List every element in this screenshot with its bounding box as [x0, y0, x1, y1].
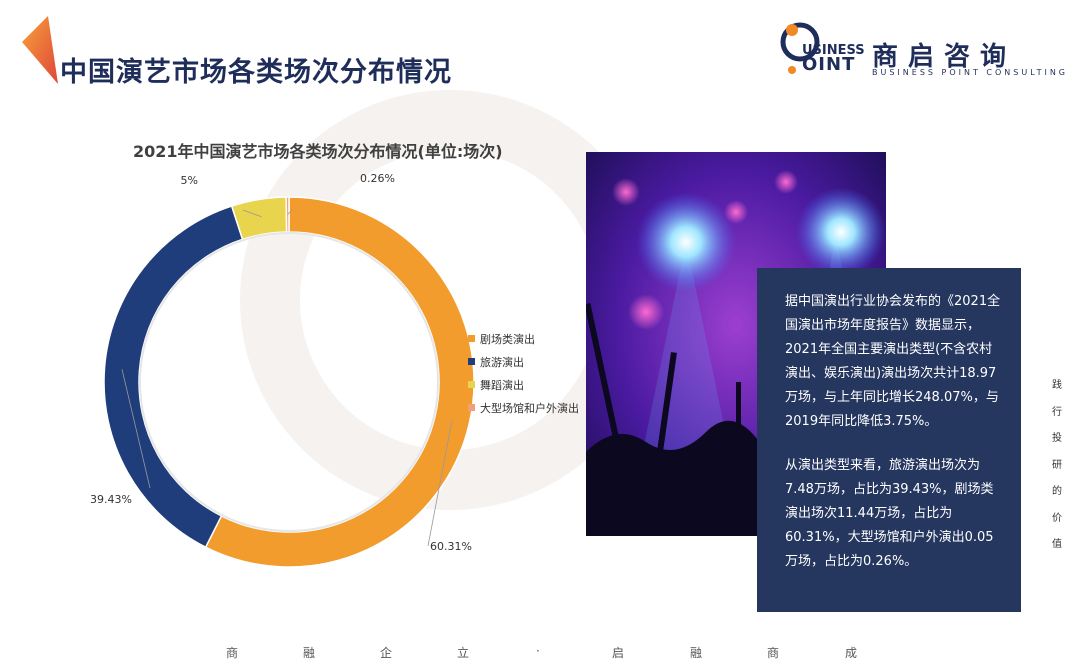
logo-subtitle: BUSINESS POINT CONSULTING [872, 68, 1068, 77]
footer-char: 商 [226, 646, 239, 660]
data-label-4: 0.26% [360, 172, 395, 185]
page-title: 中国演艺市场各类场次分布情况 [60, 57, 452, 88]
data-label-2: 39.43% [90, 493, 132, 506]
vertical-slogan: 践 行 投 研 的 价 值 [1050, 376, 1064, 562]
footer-char: 启 [612, 646, 625, 660]
legend-item-4: 大型场馆和户外演出 [468, 396, 579, 419]
data-label-1: 60.31% [430, 540, 472, 553]
legend-swatch [468, 404, 475, 411]
slogan-char: 研 [1052, 459, 1062, 471]
leader-line-3 [242, 209, 262, 218]
footer-char: 融 [690, 646, 703, 660]
footer-char: 企 [380, 646, 393, 660]
slogan-char: 的 [1052, 486, 1062, 497]
slogan-char: 价 [1052, 512, 1062, 524]
slogan-char: 践 [1052, 380, 1062, 391]
description-paragraph-1: 据中国演出行业协会发布的《2021全国演出市场年度报告》数据显示，2021年全国… [785, 294, 1001, 429]
corner-decoration [22, 16, 58, 84]
footer-char: · [536, 644, 540, 658]
donut-inner-ring [139, 232, 439, 532]
description-box: 据中国演出行业协会发布的《2021全国演出市场年度报告》数据显示，2021年全国… [757, 268, 1021, 612]
donut-chart: 60.31% 39.43% 5% 0.26% [90, 172, 475, 568]
footer-char: 融 [303, 646, 316, 660]
chart-title: 2021年中国演艺市场各类场次分布情况(单位:场次) [133, 142, 503, 161]
footer-char: 商 [767, 646, 780, 660]
legend-item-3: 舞蹈演出 [468, 373, 579, 396]
data-label-3: 5% [181, 174, 198, 187]
slogan-char: 行 [1052, 406, 1062, 418]
legend-swatch [468, 335, 475, 342]
footer-char: 立 [457, 646, 470, 660]
legend-label: 旅游演出 [480, 355, 524, 369]
leader-line-4 [287, 209, 293, 215]
legend-label: 大型场馆和户外演出 [480, 401, 579, 415]
legend-label: 剧场类演出 [480, 332, 535, 346]
legend-item-2: 旅游演出 [468, 350, 579, 373]
legend-swatch [468, 358, 475, 365]
description-paragraph-2: 从演出类型来看，旅游演出场次为7.48万场，占比为39.43%，剧场类演出场次1… [785, 458, 994, 569]
leader-line-2 [121, 369, 151, 489]
chart-legend: 剧场类演出旅游演出舞蹈演出大型场馆和户外演出 [468, 327, 579, 419]
slogan-char: 投 [1052, 433, 1062, 444]
legend-swatch [468, 381, 475, 388]
company-logo: USINESS OINT 商启咨询 BUSINESS POINT CONSULT… [776, 16, 1066, 80]
footer-slogan: 商 融 企 立 · 启 融 商 成 [0, 644, 1080, 664]
legend-item-1: 剧场类演出 [468, 327, 579, 350]
leader-line-1 [427, 420, 453, 547]
legend-label: 舞蹈演出 [480, 378, 524, 392]
logo-mark-icon [780, 22, 820, 74]
logo-english: USINESS OINT [802, 43, 865, 75]
slogan-char: 值 [1052, 539, 1062, 550]
donut-slice-1 [204, 196, 475, 568]
footer-char: 成 [845, 646, 858, 660]
logo-chinese: 商启咨询 [872, 42, 1017, 72]
donut-slice-4 [285, 196, 290, 233]
